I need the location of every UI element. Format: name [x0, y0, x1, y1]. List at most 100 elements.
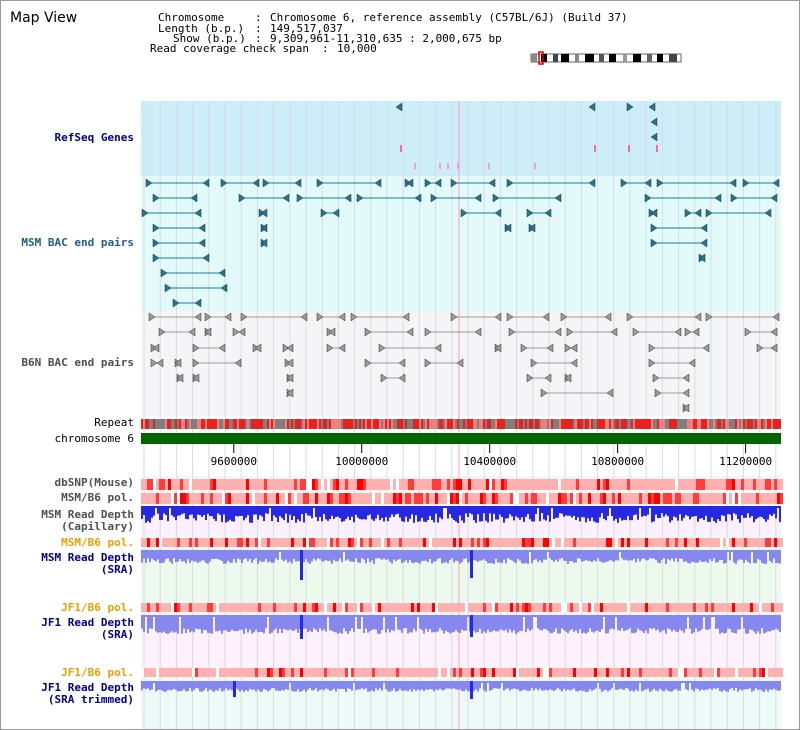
jf1-pol-strip-2: [258, 668, 261, 677]
refseq-exon-mark: [594, 145, 596, 152]
jf1-depth-sra-bar: [185, 615, 187, 633]
jf1-pol-strip-1: [348, 603, 351, 612]
jf1-pol-strip-1: [201, 603, 204, 612]
jf1-depth-sra-bar: [737, 615, 739, 630]
b6n-bac-end-glyph: [350, 312, 358, 322]
msm-bac-end-glyph: [145, 178, 153, 188]
jf1-depth-trim-bar: [347, 681, 349, 689]
msm-bac-end-glyph: [164, 283, 172, 293]
msm-depth-cap-bar: [667, 506, 669, 517]
jf1-depth-trim-bar: [323, 681, 325, 691]
msm-depth-cap-bar: [171, 506, 173, 516]
dbsnp-strip: [708, 479, 711, 490]
dbsnp-strip: [381, 479, 384, 490]
msm-depth-cap-bar: [483, 506, 485, 514]
jf1-depth-trim-bar: [359, 681, 361, 690]
msm-bac-end-glyph: [260, 208, 268, 218]
msm-depth-sra-bar: [577, 550, 579, 559]
repeat-segment: [349, 419, 351, 429]
jf1-depth-trim-bar: [373, 681, 375, 692]
msm-bac-end-glyph: [698, 253, 706, 263]
jf1-depth-trim-bar: [717, 681, 719, 689]
msm-pol-strip-1: [771, 493, 774, 504]
msm-pol-strip-1: [630, 493, 633, 504]
msm-depth-cap-bar: [495, 506, 497, 520]
b6n-bac-end-glyph: [702, 343, 710, 353]
repeat-segment: [615, 419, 617, 429]
msm-depth-cap-bar: [265, 506, 267, 514]
dbsnp-strip: [495, 479, 498, 490]
msm-pol-strip-1: [339, 493, 342, 504]
msm-pol-strip-2: [336, 538, 339, 547]
msm-pol-strip-1: [540, 493, 543, 504]
jf1-pol-strip-2: [660, 668, 663, 677]
jf1-pol-strip-1: [285, 603, 288, 612]
jf1-pol-strip-2: [465, 668, 468, 677]
jf1-depth-trim-bar: [441, 681, 443, 691]
msm-pol-strip-2: [378, 538, 381, 547]
msm-pol-strip-2: [726, 538, 729, 547]
msm-pol-strip-1: [336, 493, 339, 504]
dbsnp-strip: [579, 479, 582, 490]
repeat-segment: [747, 419, 749, 429]
msm-pol-strip-2: [546, 538, 549, 547]
msm-depth-sra-bar: [713, 550, 715, 559]
msm-pol-strip-2: [534, 538, 537, 547]
jf1-pol-strip-2: [228, 668, 231, 677]
msm-pol-strip-1: [717, 493, 720, 504]
msm-pol-strip-1: [189, 493, 192, 504]
repeat-segment: [209, 419, 211, 429]
jf1-pol-strip-1: [429, 603, 432, 612]
msm-depth-cap-bar: [453, 506, 455, 520]
msm-pol-strip-1: [579, 493, 582, 504]
msm-pol-strip-1: [765, 493, 768, 504]
msm-depth-cap-bar: [297, 506, 299, 520]
repeat-segment: [591, 419, 593, 429]
jf1-depth-sra-bar: [397, 615, 399, 630]
jf1-depth-sra-bar: [733, 615, 735, 633]
msm-bac-end-glyph: [506, 178, 514, 188]
msm-pol-strip-2: [474, 538, 477, 547]
jf1-pol-strip-2: [642, 668, 645, 677]
jf1-pol-strip-2: [696, 668, 699, 677]
jf1-depth-sra-bar: [239, 615, 241, 630]
msm-pol-strip-1: [255, 493, 258, 504]
repeat-segment: [589, 419, 591, 429]
dbsnp-strip: [621, 479, 624, 490]
jf1-depth-trim-bar: [681, 681, 683, 683]
jf1-pol-strip-2: [351, 668, 354, 677]
jf1-depth-trim-bar: [585, 681, 587, 692]
msm-pol-strip-2: [549, 538, 552, 547]
jf1-pol-strip-1: [186, 603, 189, 612]
msm-depth-sra-bar: [745, 550, 747, 560]
repeat-segment: [635, 419, 637, 429]
jf1-pol-strip-1: [657, 603, 660, 612]
msm-depth-cap-bar: [763, 506, 765, 520]
jf1-depth-trim-bar: [237, 681, 239, 690]
colon-4: :: [322, 42, 329, 55]
msm-pol-strip-2: [543, 538, 546, 547]
jf1-pol-strip-1: [777, 603, 780, 612]
msm-bac-end-glyph: [294, 178, 302, 188]
msm-depth-sra-bar: [675, 550, 677, 559]
jf1-depth-trim-bar: [337, 681, 339, 689]
msm-depth-sra-bar: [503, 550, 505, 560]
jf1-depth-trim-bar: [391, 681, 393, 691]
jf1-depth-sra-bar: [177, 615, 179, 634]
jf1-pol-strip-1: [621, 603, 624, 612]
msm-pol-strip-2: [522, 538, 525, 547]
msm-pol-strip-2: [744, 538, 747, 547]
dbsnp-strip: [171, 479, 174, 490]
msm-pol-strip-1: [321, 493, 324, 504]
msm-depth-cap-bar: [755, 506, 757, 520]
jf1-depth-trim-bar: [567, 681, 569, 690]
jf1-depth-sra-bar: [297, 615, 299, 633]
jf1-depth-sra-bar: [417, 615, 419, 617]
jf1-pol-strip-2: [774, 668, 777, 677]
jf1-pol-strip-2: [519, 668, 522, 677]
msm-depth-cap-bar: [679, 506, 681, 515]
dbsnp-strip: [372, 479, 375, 490]
jf1-pol-strip-2: [567, 668, 570, 677]
msm-depth-sra-bar: [283, 550, 285, 562]
